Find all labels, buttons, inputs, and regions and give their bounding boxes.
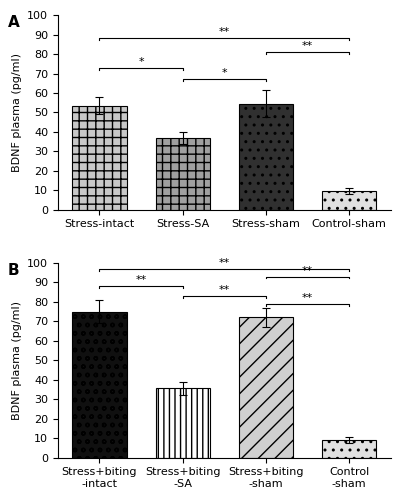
Text: B: B bbox=[8, 263, 20, 278]
Bar bbox=[155, 388, 209, 458]
Text: **: ** bbox=[218, 285, 229, 295]
Bar bbox=[238, 104, 292, 210]
Text: **: ** bbox=[218, 28, 229, 38]
Text: **: ** bbox=[301, 266, 312, 276]
Text: **: ** bbox=[301, 41, 312, 51]
Bar bbox=[321, 192, 375, 210]
Text: *: * bbox=[138, 56, 144, 66]
Bar bbox=[155, 138, 209, 210]
Bar bbox=[72, 312, 126, 458]
Bar bbox=[238, 318, 292, 458]
Bar bbox=[321, 440, 375, 458]
Text: **: ** bbox=[301, 293, 312, 303]
Text: A: A bbox=[8, 15, 20, 30]
Bar bbox=[72, 106, 126, 210]
Y-axis label: BDNF plasma (pg/ml): BDNF plasma (pg/ml) bbox=[12, 300, 22, 420]
Text: *: * bbox=[221, 68, 227, 78]
Text: **: ** bbox=[218, 258, 229, 268]
Y-axis label: BDNF plasma (pg/ml): BDNF plasma (pg/ml) bbox=[12, 53, 22, 172]
Text: **: ** bbox=[135, 276, 146, 285]
